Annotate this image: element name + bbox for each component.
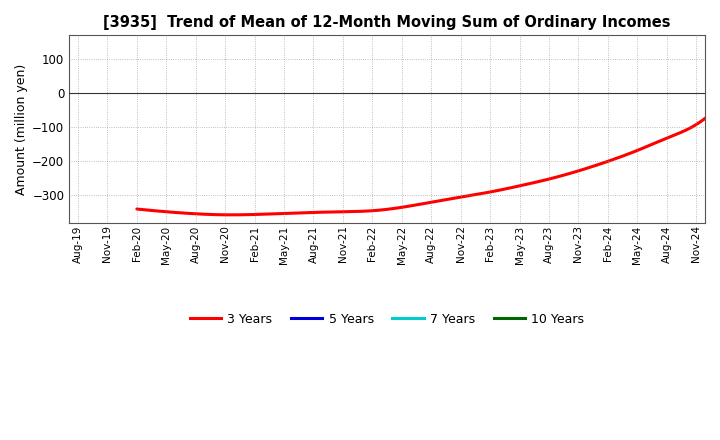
3 Years: [132, 206, 141, 212]
3 Years: [634, 147, 642, 153]
3 Years: [659, 137, 667, 143]
3 Years: [183, 211, 192, 216]
3 Years: [226, 212, 235, 217]
Y-axis label: Amount (million yen): Amount (million yen): [15, 63, 28, 194]
Legend: 3 Years, 5 Years, 7 Years, 10 Years: 3 Years, 5 Years, 7 Years, 10 Years: [185, 308, 590, 330]
Line: 3 Years: 3 Years: [137, 43, 720, 215]
Title: [3935]  Trend of Mean of 12-Month Moving Sum of Ordinary Incomes: [3935] Trend of Mean of 12-Month Moving …: [104, 15, 671, 30]
3 Years: [612, 156, 621, 161]
